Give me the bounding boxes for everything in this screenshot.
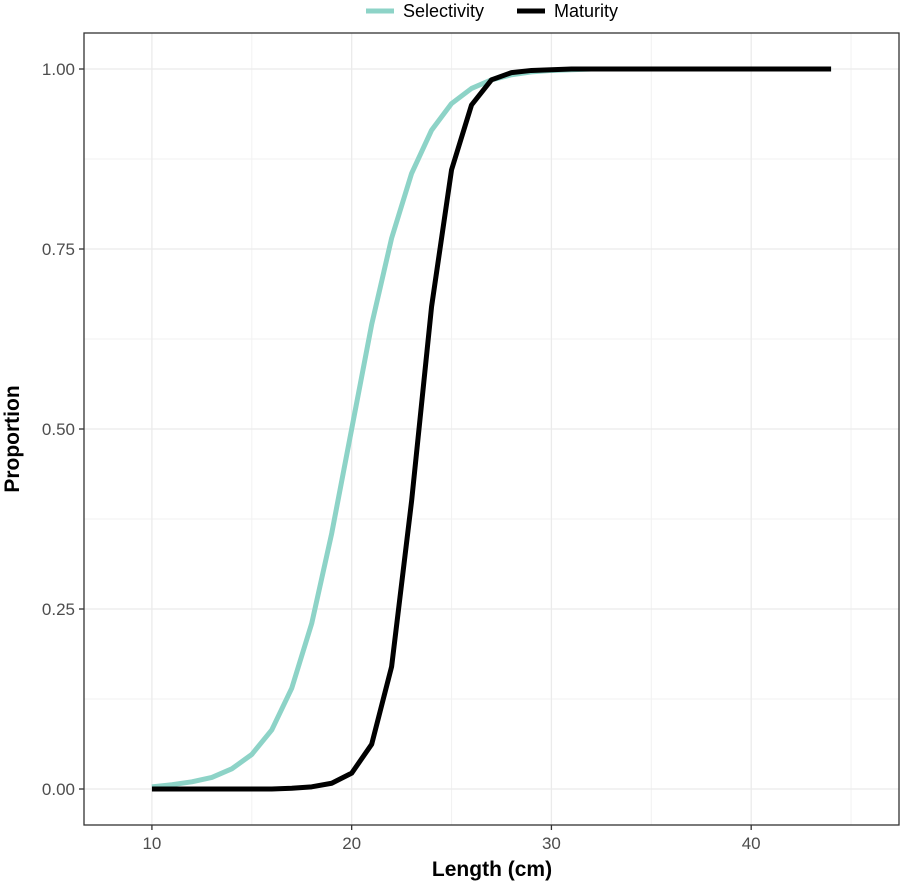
x-tick-label: 10: [142, 834, 161, 853]
x-tick-label: 20: [342, 834, 361, 853]
x-axis-ticks: 10 20 30 40: [142, 825, 761, 853]
y-tick-label: 1.00: [42, 60, 75, 79]
legend-label-selectivity: Selectivity: [403, 1, 484, 21]
x-axis-title: Length (cm): [432, 858, 552, 881]
series-line-maturity: [151, 66, 832, 792]
series-lines: [151, 66, 832, 792]
legend-label-maturity: Maturity: [554, 1, 618, 21]
x-tick-label: 40: [742, 834, 761, 853]
y-axis-title: Proportion: [1, 385, 24, 492]
x-tick-label: 30: [542, 834, 561, 853]
y-tick-label: 0.25: [42, 600, 75, 619]
y-axis-ticks: 0.00 0.25 0.50 0.75 1.00: [42, 60, 84, 799]
legend: Selectivity Maturity: [366, 1, 618, 21]
y-tick-label: 0.50: [42, 420, 75, 439]
y-tick-label: 0.00: [42, 780, 75, 799]
y-tick-label: 0.75: [42, 240, 75, 259]
